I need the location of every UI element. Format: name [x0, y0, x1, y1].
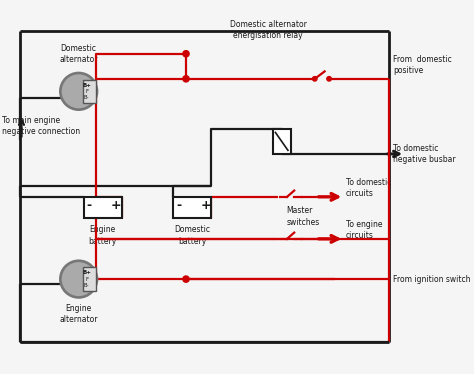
- Text: Engine
alternator: Engine alternator: [59, 304, 98, 324]
- Text: Domestic
battery: Domestic battery: [174, 226, 210, 246]
- Text: -: -: [176, 199, 182, 212]
- Circle shape: [62, 74, 96, 108]
- Circle shape: [183, 276, 189, 282]
- Text: -: -: [87, 199, 92, 212]
- Circle shape: [59, 72, 99, 111]
- Bar: [273, 129, 291, 154]
- Text: B+: B+: [82, 83, 91, 88]
- Bar: [173, 197, 211, 218]
- Text: B+: B+: [82, 270, 91, 275]
- Circle shape: [62, 262, 96, 296]
- Text: To domestic
circuits: To domestic circuits: [346, 178, 392, 198]
- Text: Domestic
alternator: Domestic alternator: [59, 45, 98, 64]
- Circle shape: [312, 77, 317, 81]
- Text: Master
switches: Master switches: [286, 206, 319, 227]
- Text: F: F: [85, 277, 88, 282]
- Text: Engine
battery: Engine battery: [89, 226, 117, 246]
- Text: B-: B-: [84, 283, 90, 288]
- Text: From  domestic
positive: From domestic positive: [393, 55, 452, 76]
- Bar: [83, 80, 96, 103]
- Bar: [84, 197, 122, 218]
- Text: +: +: [111, 199, 121, 212]
- Circle shape: [59, 260, 99, 299]
- Circle shape: [327, 77, 331, 81]
- Text: To domestic
negative busbar: To domestic negative busbar: [393, 144, 456, 164]
- Text: Domestic alternator
energisation relay: Domestic alternator energisation relay: [230, 20, 307, 40]
- Text: B-: B-: [84, 95, 90, 100]
- Circle shape: [183, 76, 189, 82]
- Bar: [83, 267, 96, 291]
- Text: To engine
circuits: To engine circuits: [346, 220, 383, 240]
- Circle shape: [183, 50, 189, 57]
- Text: F: F: [85, 89, 88, 94]
- Text: From ignition switch: From ignition switch: [393, 275, 471, 283]
- Text: +: +: [201, 199, 211, 212]
- Text: To main engine
negative connection: To main engine negative connection: [2, 116, 80, 136]
